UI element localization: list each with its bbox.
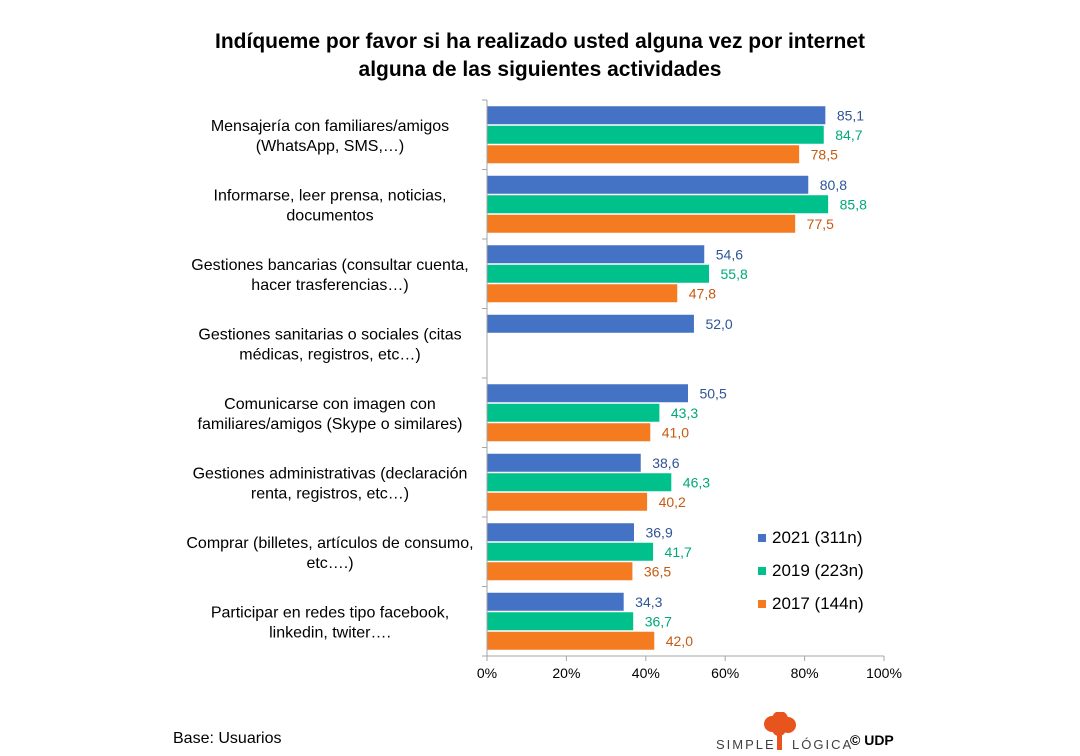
data-label: 80,8 xyxy=(820,177,847,193)
base-note: Base: Usuarios xyxy=(173,730,282,747)
data-label: 41,0 xyxy=(662,424,689,440)
bar xyxy=(487,175,809,194)
data-label: 55,8 xyxy=(721,266,748,282)
legend-swatch xyxy=(758,600,766,608)
bar xyxy=(487,492,648,511)
data-label: 46,3 xyxy=(683,474,710,490)
legend-label: 2021 (311n) xyxy=(772,528,862,547)
category-label: Comunicarse con imagen con xyxy=(224,396,436,413)
legend-swatch xyxy=(758,534,766,542)
bar xyxy=(487,542,654,561)
data-label: 52,0 xyxy=(705,316,732,332)
data-label: 38,6 xyxy=(652,455,679,471)
bar xyxy=(487,631,655,650)
data-label: 36,5 xyxy=(644,563,671,579)
tree-icon xyxy=(764,712,796,750)
brand-copyright: © UDP xyxy=(850,732,894,748)
bar xyxy=(487,145,800,164)
data-label: 43,3 xyxy=(671,405,698,421)
brand-right: LÓGICA xyxy=(792,737,853,752)
category-label: Participar en redes tipo facebook, xyxy=(211,604,449,621)
category-label: Comprar (billetes, artículos de consumo, xyxy=(186,535,473,552)
category-label: médicas, registros, etc…) xyxy=(239,346,420,363)
category-label: Gestiones sanitarias o sociales (citas xyxy=(198,326,461,343)
data-label: 41,7 xyxy=(665,544,692,560)
x-tick-label: 20% xyxy=(552,665,580,681)
bar xyxy=(487,384,688,403)
x-tick-label: 100% xyxy=(866,665,902,681)
chart-title: Indíqueme por favor si ha realizado uste… xyxy=(120,28,960,84)
category-label: (WhatsApp, SMS,…) xyxy=(256,138,404,155)
data-label: 54,6 xyxy=(716,246,743,262)
bar xyxy=(487,453,641,472)
brand-left: SIMPLE xyxy=(716,737,776,752)
category-label: linkedin, twiter…. xyxy=(269,624,391,641)
bar xyxy=(487,245,705,264)
x-tick-label: 60% xyxy=(711,665,739,681)
category-label: etc….) xyxy=(306,555,353,572)
data-label: 36,7 xyxy=(645,613,672,629)
bar xyxy=(487,195,829,214)
bar xyxy=(487,423,651,442)
category-label: documentos xyxy=(286,207,373,224)
category-label: familiares/amigos (Skype o similares) xyxy=(198,416,463,433)
bar xyxy=(487,284,678,303)
legend-swatch xyxy=(758,567,766,575)
data-label: 40,2 xyxy=(659,494,686,510)
chart-title-line-2: alguna de las siguientes actividades xyxy=(358,58,722,81)
bar xyxy=(487,264,710,283)
bar xyxy=(487,523,634,542)
category-label: hacer trasferencias…) xyxy=(251,277,408,294)
data-label: 36,9 xyxy=(645,524,672,540)
category-label: Gestiones administrativas (declaración xyxy=(193,465,468,482)
data-label: 50,5 xyxy=(699,385,726,401)
bar xyxy=(487,612,634,631)
data-label: 85,8 xyxy=(840,196,867,212)
chart-title-line-1: Indíqueme por favor si ha realizado uste… xyxy=(215,30,865,53)
bar xyxy=(487,106,826,125)
data-label: 42,0 xyxy=(666,633,693,649)
data-label: 78,5 xyxy=(811,146,838,162)
data-label: 34,3 xyxy=(635,594,662,610)
bar xyxy=(487,314,694,333)
category-label: renta, registros, etc…) xyxy=(251,485,409,502)
x-tick-label: 80% xyxy=(791,665,819,681)
bar xyxy=(487,473,672,492)
data-label: 85,1 xyxy=(837,107,864,123)
category-label: Gestiones bancarias (consultar cuenta, xyxy=(191,257,468,274)
legend-label: 2017 (144n) xyxy=(772,594,864,613)
x-tick-label: 0% xyxy=(477,665,497,681)
bar xyxy=(487,214,796,233)
data-label: 77,5 xyxy=(807,216,834,232)
data-label: 47,8 xyxy=(689,285,716,301)
bar xyxy=(487,592,624,611)
data-label: 84,7 xyxy=(835,127,862,143)
x-tick-label: 40% xyxy=(632,665,660,681)
bar xyxy=(487,562,633,581)
category-label: Mensajería con familiares/amigos xyxy=(211,118,449,135)
bar xyxy=(487,403,660,422)
simple-logica-logo: SIMPLE LÓGICA © UDP xyxy=(716,712,894,752)
bar xyxy=(487,125,824,144)
legend-label: 2019 (223n) xyxy=(772,561,864,580)
category-label: Informarse, leer prensa, noticias, xyxy=(214,187,447,204)
